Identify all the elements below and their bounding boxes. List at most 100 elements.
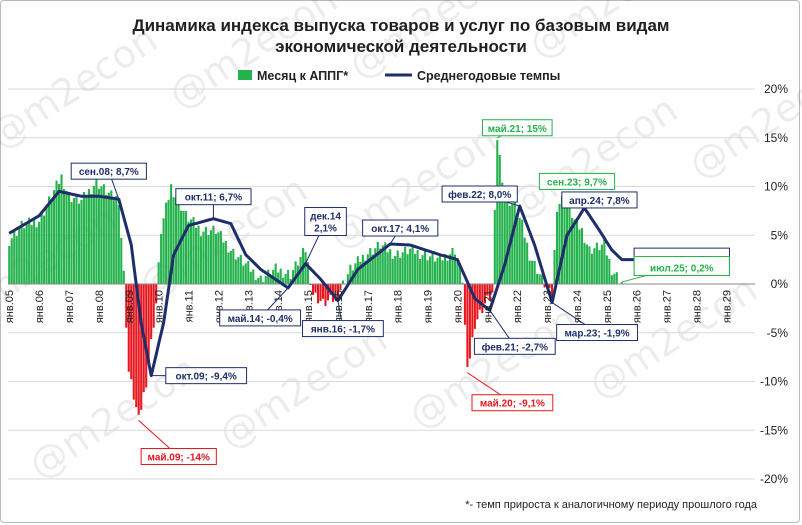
annotation-label: янв.16; -1,7% (311, 325, 375, 336)
bar (57, 183, 61, 284)
bar (319, 284, 322, 302)
bar (107, 192, 110, 284)
title-line-2: экономической деятельности (275, 37, 527, 56)
bar (311, 284, 315, 295)
bar (416, 249, 419, 284)
bar (10, 238, 13, 284)
bar (95, 178, 98, 284)
bar (170, 184, 173, 284)
annotation-box (481, 119, 553, 137)
bar (471, 284, 474, 338)
y-tick-label: 0% (771, 277, 789, 291)
x-tick-label: янв.15 (303, 290, 315, 323)
bar (182, 210, 185, 284)
bar (234, 259, 237, 284)
bar (409, 248, 412, 284)
bar (48, 196, 51, 284)
bar (87, 189, 90, 284)
annotation-label: дек.14 (310, 212, 341, 223)
bar (204, 226, 208, 284)
bar (453, 254, 457, 284)
bar (523, 237, 526, 284)
bar (511, 203, 514, 284)
bar (229, 251, 232, 284)
annotation-label: май.21; 15% (488, 124, 547, 135)
bar (346, 274, 349, 284)
annotation-box (304, 207, 347, 237)
y-axis-ticks: -20% -15% -10% -5% 0% 5% 10% 15% 20% (760, 82, 788, 486)
annotation-label: окт.09; -9,4% (176, 372, 237, 383)
y-tick-label: -20% (760, 472, 788, 486)
bar (90, 193, 93, 284)
bar (516, 216, 519, 284)
bar (97, 188, 100, 284)
annotation-box (473, 337, 556, 355)
bar (580, 228, 583, 284)
bar (8, 245, 11, 284)
bar (513, 201, 516, 284)
bar (262, 282, 265, 284)
x-tick-label: янв.07 (64, 290, 76, 323)
bar (578, 229, 581, 284)
bar (35, 227, 38, 284)
bar (321, 284, 325, 299)
bar (150, 284, 153, 339)
bar (620, 282, 623, 284)
x-tick-label: янв.10 (154, 290, 166, 323)
bar (414, 253, 417, 284)
bar (588, 246, 591, 284)
bar (503, 197, 506, 284)
bar (264, 275, 267, 284)
x-tick-label: янв.29 (721, 290, 733, 323)
bar (326, 284, 330, 301)
bar (33, 219, 36, 284)
bar (160, 233, 163, 284)
annotation-box (556, 324, 638, 342)
bar (289, 278, 292, 284)
bar (551, 284, 554, 301)
bar (488, 284, 491, 301)
bar (244, 263, 247, 284)
bar (38, 221, 41, 284)
bar (284, 273, 287, 284)
bar (541, 274, 544, 284)
x-tick-label: янв.23 (542, 290, 554, 323)
bar (135, 284, 138, 408)
bar (18, 228, 21, 284)
bar (526, 242, 529, 284)
bar (120, 237, 123, 284)
bar (598, 250, 601, 284)
annotation-box (441, 185, 518, 203)
bar (222, 242, 225, 284)
bar (75, 194, 78, 284)
bar (433, 261, 437, 284)
bar (13, 230, 16, 284)
legend-bars-label: Месяц к АППГ* (257, 69, 348, 83)
annotation-box (175, 188, 252, 206)
annotation-label: фев.22; 8,0% (448, 189, 511, 201)
x-tick-label: янв.25 (602, 290, 614, 323)
bar (137, 284, 140, 415)
x-tick-label: янв.22 (512, 290, 524, 323)
bar (40, 212, 43, 284)
bar (585, 244, 588, 284)
annotation-box (140, 448, 217, 465)
bar (374, 248, 377, 284)
annotation-label: сен.23; 9,7% (547, 177, 607, 188)
bar (613, 273, 616, 284)
bar (555, 211, 559, 284)
bar (314, 284, 317, 293)
bar (371, 254, 374, 284)
bar (132, 284, 135, 400)
bar (369, 247, 372, 284)
bar (421, 255, 424, 284)
y-tick-label: 5% (771, 228, 789, 242)
bar (257, 277, 260, 284)
bar (456, 259, 459, 284)
bar (429, 256, 432, 284)
bar (324, 284, 327, 307)
bar (110, 190, 113, 284)
bar (147, 284, 150, 364)
bar (426, 260, 429, 284)
